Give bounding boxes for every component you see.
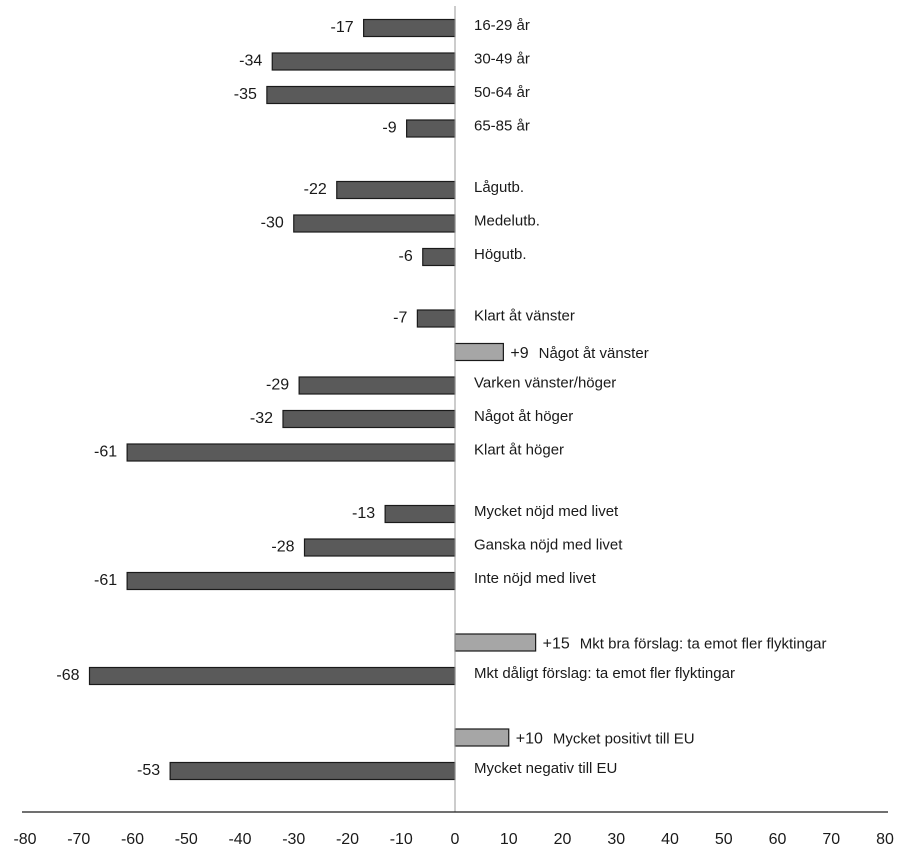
bar — [422, 247, 456, 267]
value-label: -17 — [331, 19, 354, 36]
x-tick-label: -40 — [228, 831, 251, 848]
bar — [126, 443, 456, 462]
x-tick-label: 60 — [769, 831, 787, 848]
value-label: -9 — [382, 120, 396, 137]
bar — [88, 666, 456, 686]
value-label: -29 — [266, 377, 289, 394]
category-label: Varken vänster/höger — [474, 374, 616, 391]
category-label: Klart åt höger — [474, 441, 564, 458]
bar — [454, 633, 537, 652]
x-tick-label: 20 — [554, 831, 572, 848]
bar — [384, 504, 456, 524]
category-label: Mycket nöjd med livet — [474, 503, 619, 520]
value-label: -68 — [56, 667, 79, 684]
category-label: 65-85 år — [474, 117, 530, 134]
x-tick-label: -30 — [282, 831, 305, 848]
bar — [454, 342, 504, 362]
x-tick-label: 50 — [715, 831, 733, 848]
bar — [282, 409, 456, 429]
value-label: -53 — [137, 762, 160, 779]
bar — [266, 85, 456, 105]
value-label: -22 — [304, 181, 327, 198]
value-label: +9 — [510, 345, 528, 362]
bar — [126, 571, 456, 591]
bar — [271, 52, 456, 71]
x-tick-label: 40 — [661, 831, 679, 848]
x-tick-label: -10 — [390, 831, 413, 848]
bar — [169, 761, 456, 781]
category-label: Mkt dåligt förslag: ta emot fler flyktin… — [474, 665, 735, 682]
category-label: Medelutb. — [474, 212, 540, 229]
category-label: Klart åt vänster — [474, 307, 575, 324]
bar — [363, 18, 456, 38]
x-tick-label: 80 — [876, 831, 894, 848]
value-label: +15 — [543, 636, 570, 653]
category-label: 50-64 år — [474, 84, 530, 101]
x-tick-label: -60 — [121, 831, 144, 848]
value-label: -34 — [239, 53, 262, 70]
category-label: 16-29 år — [474, 17, 530, 34]
category-label: 30-49 år — [474, 50, 530, 67]
category-label: Något åt höger — [474, 408, 573, 425]
x-tick-label: -50 — [175, 831, 198, 848]
bar — [298, 376, 456, 395]
x-tick-label: -20 — [336, 831, 359, 848]
x-tick-label: -70 — [67, 831, 90, 848]
x-tick-label: 30 — [607, 831, 625, 848]
x-tick-label: -80 — [13, 831, 36, 848]
value-label: -13 — [352, 505, 375, 522]
category-label: Något åt vänster — [539, 345, 649, 362]
category-label: Inte nöjd med livet — [474, 570, 597, 587]
bar — [406, 119, 456, 138]
bar — [454, 728, 510, 747]
category-label: Mkt bra förslag: ta emot fler flyktingar — [580, 635, 827, 652]
value-label: -61 — [94, 572, 117, 589]
x-tick-label: 70 — [822, 831, 840, 848]
bars-layer — [88, 18, 537, 781]
bar — [336, 180, 456, 200]
value-label: -28 — [271, 539, 294, 556]
bar — [416, 309, 456, 328]
x-tick-label: 10 — [500, 831, 518, 848]
value-label: -6 — [399, 248, 413, 265]
labels-layer: -17 16-29 år -34 30-49 år -35 50-64 år -9 65-85… — [56, 17, 826, 779]
value-label: -30 — [261, 215, 284, 232]
category-label: Lågutb. — [474, 179, 524, 196]
category-label: Mycket positivt till EU — [553, 730, 695, 747]
category-label: Högutb. — [474, 246, 527, 263]
category-label: Mycket negativ till EU — [474, 760, 617, 777]
x-axis-ticks: -80 -70 -60 -50 -40 -30 -20 -10 0 10 20 30 40 50 60 70 8… — [13, 831, 894, 848]
category-label: Ganska nöjd med livet — [474, 536, 623, 553]
value-label: -32 — [250, 410, 273, 427]
value-label: +10 — [516, 731, 543, 748]
bar — [303, 538, 456, 557]
x-tick-label: 0 — [451, 831, 460, 848]
bar — [293, 214, 456, 233]
value-label: -35 — [234, 86, 257, 103]
value-label: -7 — [393, 310, 407, 327]
value-label: -61 — [94, 444, 117, 461]
